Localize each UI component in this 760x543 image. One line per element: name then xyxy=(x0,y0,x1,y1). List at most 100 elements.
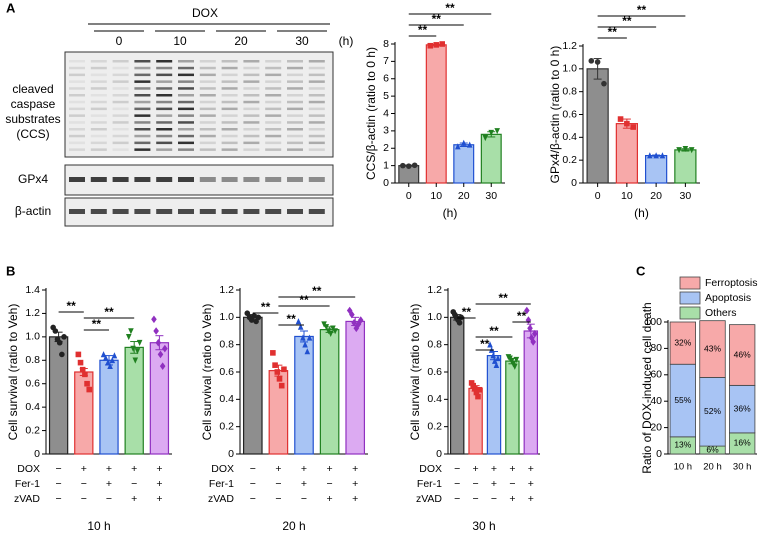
data-point xyxy=(255,314,262,321)
blot-band xyxy=(199,121,216,124)
blot-band xyxy=(199,60,216,63)
condition-sign: + xyxy=(473,463,479,475)
data-point xyxy=(56,339,63,346)
blot-band xyxy=(134,87,151,90)
blot-band xyxy=(221,134,238,138)
x-tick-label: 30 xyxy=(485,190,497,202)
blot-band xyxy=(134,121,151,124)
segment-label: 6% xyxy=(706,444,719,454)
data-point xyxy=(624,120,630,127)
blot-band xyxy=(243,60,260,63)
data-point xyxy=(456,320,463,326)
blot-band xyxy=(156,73,173,77)
blot-band xyxy=(69,134,85,138)
blot-band xyxy=(265,209,282,214)
data-point xyxy=(276,376,283,382)
blot-band xyxy=(112,134,129,138)
data-point xyxy=(472,385,478,392)
blot-band xyxy=(308,87,325,90)
blot-band xyxy=(265,141,282,145)
blot-band xyxy=(90,73,107,77)
significance-label: ** xyxy=(489,324,499,338)
condition-sign: + xyxy=(156,493,162,505)
x-tick-label: 10 h xyxy=(674,462,693,473)
condition-label: DOX xyxy=(419,463,442,475)
data-point xyxy=(493,361,500,368)
blot-band xyxy=(265,107,282,111)
y-tick-label: 20 xyxy=(650,421,662,433)
blot-band xyxy=(199,148,216,151)
y-axis-label: CCS/β-actin (ratio to 0 h) xyxy=(364,47,378,180)
condition-sign: − xyxy=(275,478,281,490)
blot-band xyxy=(221,60,238,63)
data-point xyxy=(102,354,109,361)
blot-band xyxy=(134,141,151,145)
bar xyxy=(294,335,314,455)
blot-time: 30 xyxy=(295,34,309,48)
significance-label: ** xyxy=(445,1,455,15)
x-tick-label: 10 xyxy=(621,190,633,202)
blot-band xyxy=(265,94,282,97)
blot-band xyxy=(308,100,325,104)
blot-band xyxy=(287,94,303,97)
legend-label: Ferroptosis xyxy=(705,277,758,289)
data-point xyxy=(84,380,90,387)
y-tick-label: 1.2 xyxy=(219,284,234,296)
bar xyxy=(425,44,447,184)
blot-band xyxy=(178,148,194,151)
data-point xyxy=(297,323,304,330)
y-tick-label: 6 xyxy=(383,73,389,85)
blot-band xyxy=(69,128,85,131)
blot-band xyxy=(178,94,194,97)
condition-sign: − xyxy=(491,493,497,505)
significance-label: ** xyxy=(418,23,428,37)
blot-band xyxy=(112,60,129,63)
blot-band xyxy=(156,114,173,117)
significance-label: ** xyxy=(462,305,472,319)
blot-band xyxy=(287,177,303,182)
blot-band xyxy=(134,100,151,104)
condition-sign: + xyxy=(528,478,534,490)
significance-label: ** xyxy=(480,337,490,351)
condition-sign: + xyxy=(509,493,515,505)
blot-band xyxy=(243,177,260,182)
segment-label: 16% xyxy=(734,438,751,448)
blot-band xyxy=(112,177,129,182)
bar xyxy=(48,336,69,455)
blot-band xyxy=(90,107,107,111)
y-tick-label: 1.0 xyxy=(562,63,577,75)
y-tick-label: 0.2 xyxy=(25,424,40,436)
blot-band xyxy=(134,107,151,111)
data-point xyxy=(107,362,113,369)
bar xyxy=(480,133,502,184)
data-point xyxy=(130,345,136,352)
data-point xyxy=(688,147,695,154)
y-tick-label: 0.6 xyxy=(219,366,234,378)
data-point xyxy=(327,330,334,338)
blot-band xyxy=(134,209,151,214)
significance-label: ** xyxy=(67,299,77,313)
condition-sign: − xyxy=(454,463,460,475)
blot-band xyxy=(69,114,85,117)
blot-band xyxy=(221,209,238,214)
y-tick-label: 2 xyxy=(383,142,389,154)
data-point xyxy=(653,152,659,159)
data-point xyxy=(411,162,418,169)
blot-band xyxy=(199,100,216,104)
condition-sign: + xyxy=(156,478,162,490)
data-point xyxy=(530,338,536,346)
blot-band xyxy=(90,209,107,214)
data-point xyxy=(248,317,255,323)
segment-label: 46% xyxy=(734,349,751,359)
data-point xyxy=(253,318,259,325)
blot-band xyxy=(199,134,216,138)
segment-label: 32% xyxy=(674,337,691,347)
condition-sign: + xyxy=(509,463,515,475)
blot-band xyxy=(199,73,216,77)
blot-band xyxy=(178,114,194,117)
condition-sign: − xyxy=(327,478,333,490)
bar xyxy=(124,346,144,455)
data-point xyxy=(274,369,281,375)
blot-band xyxy=(287,134,303,138)
blot-band xyxy=(221,66,238,70)
